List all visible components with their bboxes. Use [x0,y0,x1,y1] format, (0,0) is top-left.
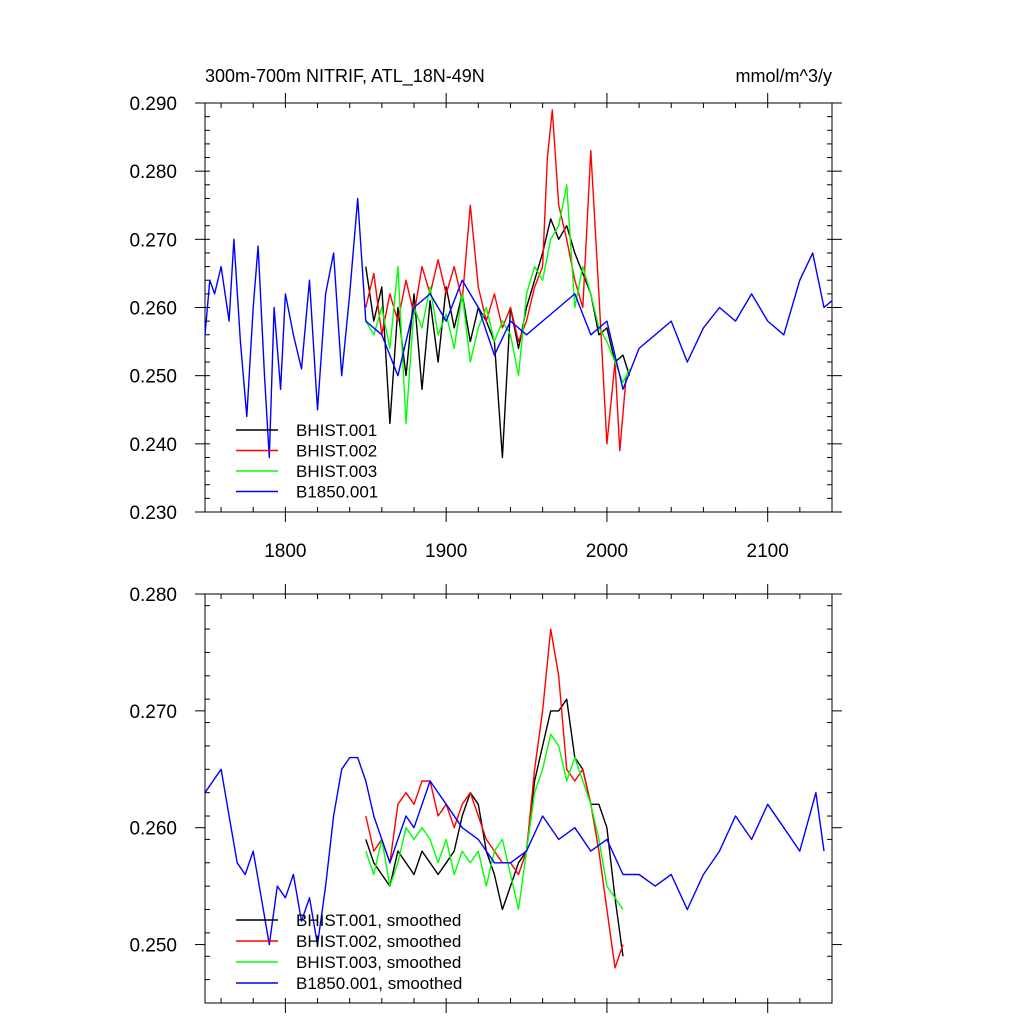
bottom-legend-label: BHIST.001, smoothed [296,911,461,930]
top-y-tick-label: 0.260 [129,299,177,320]
bottom-y-tick-label: 0.250 [129,936,177,957]
top-legend-label: B1850.001 [296,483,378,502]
top-legend-label: BHIST.001 [296,421,377,440]
units-label: mmol/m^3/y [736,66,832,86]
top-series-line-4 [204,197,833,459]
top-legend-label: BHIST.002 [296,442,377,461]
bottom-y-tick-label: 0.270 [129,702,177,723]
bottom-series-line-3 [365,733,624,911]
top-series-line-1 [365,218,631,459]
bottom-legend-label: B1850.001, smoothed [296,974,462,993]
top-y-tick-label: 0.280 [129,162,177,183]
top-panel: 300m-700m NITRIF, ATL_18N-49N mmol/m^3/y… [129,66,842,562]
top-y-tick-label: 0.270 [129,230,177,251]
top-x-tick-label: 1800 [264,541,306,562]
top-y-tick-label: 0.290 [129,94,177,115]
bottom-legend-label: BHIST.002, smoothed [296,932,461,951]
top-y-tick-label: 0.240 [129,435,177,456]
bottom-plot-frame [204,593,833,1004]
top-series-line-3 [365,184,631,425]
top-y-tick-label: 0.250 [129,367,177,388]
bottom-series-line-1 [365,698,624,957]
top-x-tick-label: 2100 [747,541,789,562]
top-x-tick-label: 1900 [425,541,467,562]
top-legend-label: BHIST.003 [296,462,377,481]
chart-title: 300m-700m NITRIF, ATL_18N-49N [205,66,485,87]
top-x-tick-label: 2000 [586,541,628,562]
bottom-legend-label: BHIST.003, smoothed [296,953,461,972]
bottom-series-line-4 [204,756,825,946]
bottom-y-tick-label: 0.260 [129,819,177,840]
bottom-legend: BHIST.001, smoothed BHIST.002, smoothed BH… [236,911,462,993]
bottom-y-tick-label: 0.280 [129,585,177,606]
top-y-tick-label: 0.230 [129,503,177,524]
top-series-line-2 [365,109,627,452]
